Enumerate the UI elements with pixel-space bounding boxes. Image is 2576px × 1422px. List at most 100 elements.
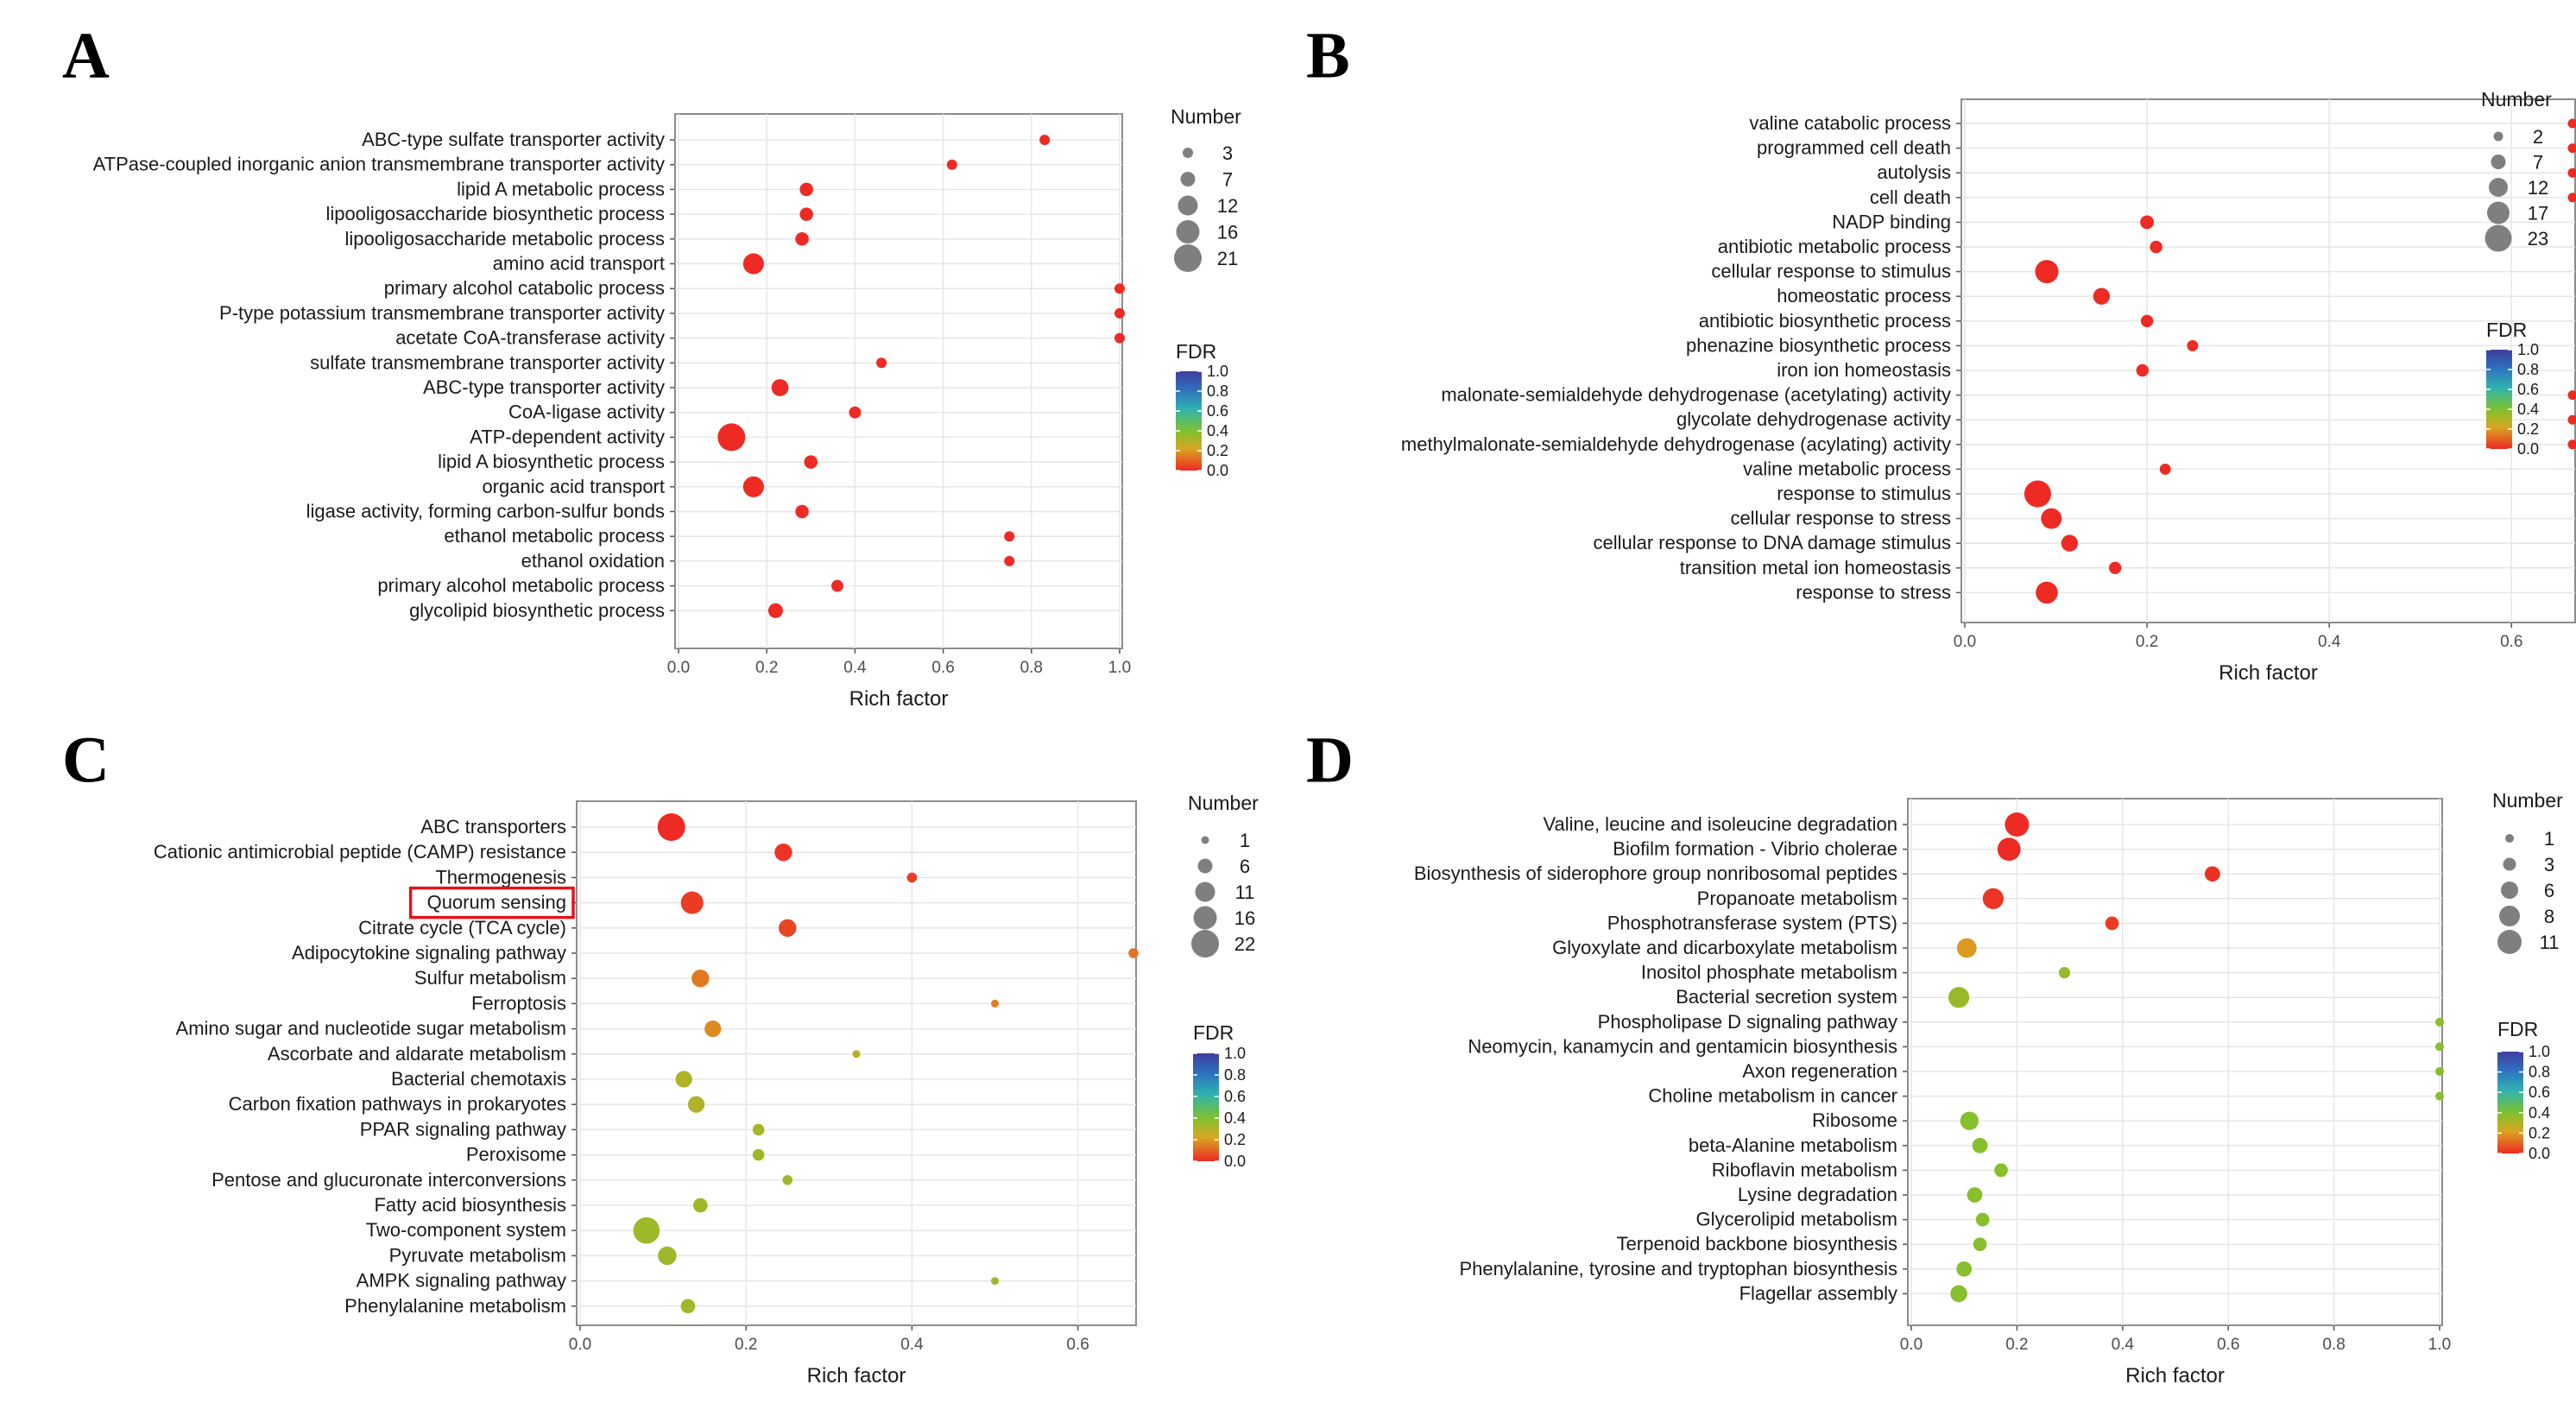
highlight-box-quorum-sensing xyxy=(408,886,575,920)
data-point xyxy=(2140,215,2155,230)
term-label: antibiotic metabolic process xyxy=(1718,236,1951,257)
size-legend-circle xyxy=(2503,857,2516,871)
size-legend-label: 12 xyxy=(2528,177,2548,199)
data-point xyxy=(1004,555,1015,566)
size-legend-label: 1 xyxy=(2544,828,2554,850)
term-label: lipooligosaccharide metabolic process xyxy=(344,228,665,250)
term-label: organic acid transport xyxy=(482,476,665,497)
term-label: response to stimulus xyxy=(1777,483,1951,504)
data-point xyxy=(742,476,764,497)
data-point xyxy=(1997,837,2021,861)
data-point xyxy=(680,891,704,914)
x-tick-label: 0.0 xyxy=(1954,633,1976,651)
term-label: Quorum sensing xyxy=(427,892,566,913)
size-legend-circle xyxy=(1180,172,1196,186)
data-point xyxy=(1960,1111,1979,1130)
data-point xyxy=(691,970,710,988)
term-label: glycolipid biosynthetic process xyxy=(409,599,665,621)
size-legend-label: 6 xyxy=(1240,856,1250,877)
fdr-legend-label: 0.6 xyxy=(2529,1084,2550,1101)
x-tick-label: 0.6 xyxy=(2500,633,2522,651)
data-point xyxy=(2159,463,2171,475)
term-label: Phospholipase D signaling pathway xyxy=(1598,1011,1897,1033)
data-point xyxy=(2435,1017,2444,1027)
fdr-legend-title-d: FDR xyxy=(2497,1018,2538,1040)
term-label: Biosynthesis of siderophore group nonrib… xyxy=(1414,863,1897,884)
term-label: autolysis xyxy=(1877,161,1951,183)
term-label: Ribosome xyxy=(1812,1109,1897,1131)
data-point xyxy=(2150,240,2162,254)
fdr-colorbar xyxy=(1193,1053,1219,1161)
fdr-legend-title-a: FDR xyxy=(1176,340,1216,363)
data-point xyxy=(1972,1137,1988,1153)
data-point xyxy=(2041,508,2062,529)
term-label: Citrate cycle (TCA cycle) xyxy=(358,917,566,939)
x-tick-label: 0.0 xyxy=(667,659,690,677)
data-point xyxy=(799,207,813,221)
x-tick-label: 0.6 xyxy=(2217,1336,2239,1354)
data-point xyxy=(849,406,862,419)
term-label: Flagellar assembly xyxy=(1739,1282,1897,1304)
data-point xyxy=(1973,1237,1987,1252)
x-tick-label: 0.4 xyxy=(2112,1336,2135,1354)
size-legend-circle xyxy=(1176,220,1200,243)
data-point xyxy=(2036,581,2058,604)
term-label: amino acid transport xyxy=(493,253,665,275)
size-legend-label: 17 xyxy=(2528,203,2548,224)
data-point xyxy=(687,1096,705,1113)
size-legend-circle xyxy=(2484,224,2512,252)
data-point xyxy=(795,232,809,246)
term-label: Biofilm formation - Vibrio cholerae xyxy=(1613,838,1897,860)
size-legend-circle xyxy=(2499,906,2520,926)
data-point xyxy=(876,357,887,369)
term-label: NADP binding xyxy=(1832,211,1951,232)
fdr-legend-label: 0.2 xyxy=(2529,1124,2550,1141)
data-point xyxy=(1114,283,1125,294)
data-point xyxy=(1039,135,1051,145)
data-point xyxy=(2567,118,2576,129)
fdr-colorbar xyxy=(2497,1052,2523,1153)
size-legend-circle xyxy=(1197,858,1213,874)
data-point xyxy=(2435,1067,2444,1076)
size-legend-label: 1 xyxy=(1240,830,1250,851)
data-point xyxy=(852,1050,861,1059)
data-point xyxy=(1967,1187,1983,1203)
data-point xyxy=(2187,339,2199,351)
x-tick-label: 0.6 xyxy=(931,659,954,677)
term-label: Lysine degradation xyxy=(1738,1184,1897,1205)
plot-frame-b xyxy=(1960,98,2576,623)
panel-letter-d: D xyxy=(1306,724,1354,796)
size-legend-label: 6 xyxy=(2544,880,2554,901)
size-legend-label: 12 xyxy=(1217,195,1238,217)
fdr-legend-label: 0.8 xyxy=(2517,361,2539,378)
term-label: ATPase-coupled inorganic anion transmemb… xyxy=(93,154,665,175)
term-label: Ferroptosis xyxy=(471,992,566,1014)
panel-letter-a: A xyxy=(62,19,110,92)
data-point xyxy=(2005,812,2030,837)
term-label: cell death xyxy=(1870,186,1951,208)
x-tick-label: 0.2 xyxy=(735,1336,757,1354)
x-axis-title-a: Rich factor xyxy=(849,687,949,711)
data-point xyxy=(946,159,957,170)
data-point xyxy=(831,579,843,592)
size-legend-label: 3 xyxy=(1222,142,1233,164)
data-point xyxy=(2024,480,2051,508)
data-point xyxy=(767,603,783,618)
data-point xyxy=(717,423,746,452)
data-point xyxy=(752,1148,765,1161)
size-legend-label: 16 xyxy=(1234,907,1255,929)
term-label: acetate CoA-transferase activity xyxy=(395,327,665,349)
data-point xyxy=(2435,1042,2444,1052)
fdr-legend-label: 0.4 xyxy=(2517,401,2539,418)
size-legend-circle xyxy=(1201,836,1209,844)
term-label: Terpenoid backbone biosynthesis xyxy=(1617,1233,1897,1255)
x-tick-label: 0.4 xyxy=(900,1336,924,1354)
size-legend-circle xyxy=(2489,178,2508,197)
term-label: Axon regeneration xyxy=(1742,1060,1897,1082)
term-label: malonate-semialdehyde dehydrogenase (ace… xyxy=(1441,384,1951,406)
data-point xyxy=(1950,1285,1967,1303)
term-label: ethanol metabolic process xyxy=(444,525,665,547)
term-label: lipooligosaccharide biosynthetic process xyxy=(325,203,665,224)
fdr-legend-label: 1.0 xyxy=(2529,1043,2550,1060)
data-point xyxy=(2140,314,2154,328)
